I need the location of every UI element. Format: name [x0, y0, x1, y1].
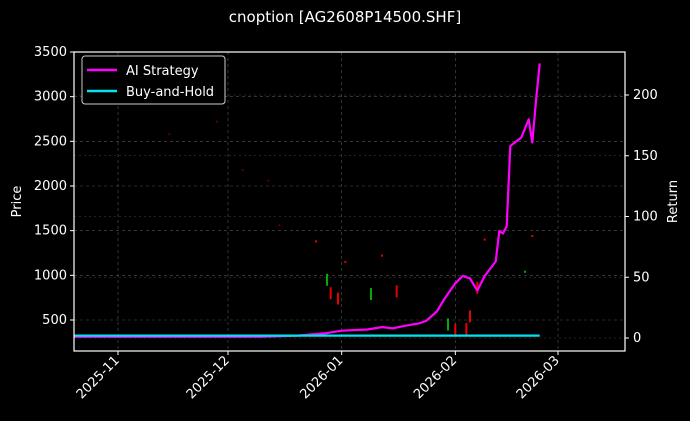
y2-tick-label: 200 [633, 88, 658, 103]
candlestick [216, 120, 218, 123]
candlestick [337, 292, 339, 305]
candlestick [465, 322, 468, 335]
y2-tick-label: 100 [633, 210, 658, 225]
y2-axis-label: Return [666, 180, 681, 223]
x-tick-label: 2025-12 [184, 353, 233, 402]
y-tick-label: 500 [42, 313, 67, 328]
candlestick [326, 273, 328, 286]
y-tick-label: 2000 [34, 179, 67, 194]
legend-box [81, 55, 226, 105]
y-tick-label: 3000 [34, 90, 67, 105]
candlestick [315, 240, 317, 243]
candlestick [447, 318, 449, 331]
candlestick [278, 224, 281, 227]
legend: AI Strategy Buy-and-Hold [81, 55, 226, 105]
candlestick [370, 288, 372, 301]
candlestick [267, 179, 270, 182]
y-tick-label: 1500 [34, 224, 67, 239]
y-axis-label: Price [10, 186, 25, 218]
y2-tick-label: 50 [633, 270, 650, 285]
candlestick [168, 133, 171, 136]
x-tick-label: 2025-11 [74, 353, 123, 402]
y2-tick-label: 0 [633, 331, 641, 346]
ai-strategy-line [74, 63, 541, 338]
candlestick [483, 238, 486, 241]
legend-label: Buy-and-Hold [126, 85, 214, 100]
chart-title: cnoption [AG2608P14500.SHF] [228, 8, 462, 26]
candlestick [531, 235, 534, 238]
candlestick [344, 260, 347, 263]
candlestick [476, 281, 479, 294]
y-tick-label: 2500 [34, 134, 67, 149]
x-tick-label: 2026-01 [297, 353, 346, 402]
x-tick-label: 2026-02 [411, 353, 460, 402]
candlestick [329, 287, 332, 300]
candlestick [454, 323, 457, 336]
candlestick [395, 285, 398, 298]
candlestick [524, 270, 526, 273]
y2-tick-label: 150 [633, 149, 658, 164]
legend-label: AI Strategy [126, 64, 199, 79]
candlestick [469, 310, 471, 323]
axes-frame [73, 51, 626, 352]
candlestick [381, 254, 383, 257]
y-tick-label: 3500 [34, 45, 67, 60]
x-tick-label: 2026-03 [514, 353, 563, 402]
candlestick [241, 168, 244, 171]
y-tick-label: 1000 [34, 268, 67, 283]
